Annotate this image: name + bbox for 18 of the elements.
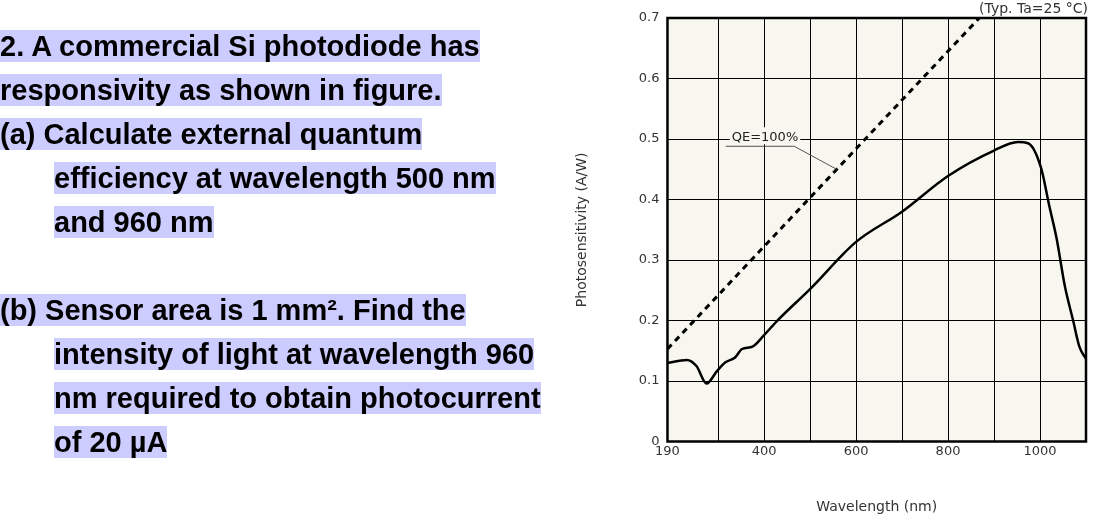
y-tick-label: 0.7 xyxy=(638,9,660,25)
y-tick-label: 0.1 xyxy=(638,372,660,388)
y-tick-label: 0.3 xyxy=(638,251,660,267)
x-tick-label: 800 xyxy=(935,442,961,458)
x-axis-title: Wavelength (nm) xyxy=(816,498,938,515)
annotation: QE=100% xyxy=(731,129,799,145)
y-axis-title: Photosensitivity (A/W) xyxy=(573,152,590,308)
y-tick-label: 0.4 xyxy=(638,190,660,206)
x-tick-label: 400 xyxy=(751,442,777,458)
chart-subtitle: (Typ. Ta=25 °C) xyxy=(979,0,1088,16)
y-tick-label: 0.6 xyxy=(638,69,660,85)
y-tick-label: 0.5 xyxy=(638,130,660,146)
text: 2. A commercial Si photodiode has responsivity as shown in figure. xyxy=(0,30,480,106)
text: (b) Sensor area is 1 mm². Find the intensity of light at wavelength 960 nm required to obtain photocurrent of 20 µA xyxy=(0,294,541,458)
x-tick-label: 600 xyxy=(843,442,869,458)
x-tick-label: 1000 xyxy=(1023,442,1057,458)
text: (a) Calculate external quantum efficiency at wavelength 500 nm and 960 nm xyxy=(0,118,496,238)
y-tick-label: 0.2 xyxy=(638,311,660,327)
